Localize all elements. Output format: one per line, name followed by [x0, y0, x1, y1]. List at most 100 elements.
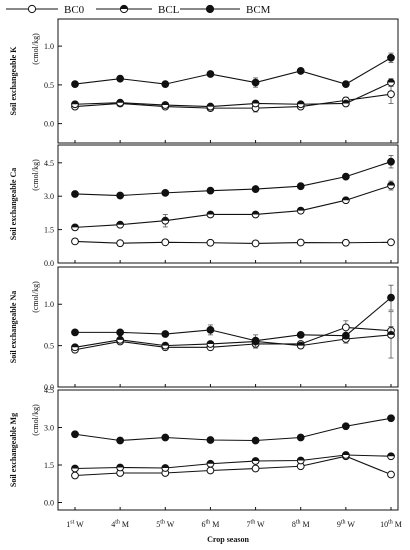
marker-filled — [206, 436, 215, 444]
data-point — [251, 78, 260, 87]
series-bc0 — [71, 237, 395, 248]
data-point — [206, 210, 215, 219]
data-point — [387, 157, 395, 166]
data-point — [116, 239, 125, 248]
marker-filled — [206, 70, 215, 78]
panel-frame — [57, 266, 399, 388]
data-point — [116, 436, 125, 445]
marker-half-fill — [161, 342, 169, 346]
marker-half-fill — [252, 100, 259, 104]
data-point — [71, 343, 79, 352]
marker-filled — [71, 80, 79, 88]
series-line — [74, 454, 392, 470]
marker-open — [341, 238, 350, 247]
legend-label-bc0: BC0 — [64, 4, 85, 16]
marker-open — [161, 238, 170, 247]
legend-label-bcl: BCL — [158, 4, 180, 16]
series-line — [74, 240, 392, 244]
marker-filled — [296, 182, 305, 191]
panel-frame — [57, 389, 399, 511]
data-point — [341, 451, 350, 459]
data-point — [251, 336, 260, 345]
marker-open — [116, 239, 125, 248]
legend-label-bcm: BCM — [246, 4, 271, 16]
marker-filled — [205, 4, 215, 14]
data-point — [341, 323, 350, 332]
data-point — [71, 471, 79, 480]
data-point — [296, 456, 305, 465]
data-point — [206, 466, 215, 475]
data-point — [206, 340, 215, 348]
legend: BC0 BCL BCM — [6, 4, 271, 16]
y-tick-label: 0.0 — [44, 383, 54, 392]
data-point — [341, 422, 350, 431]
marker-open — [251, 464, 260, 473]
marker-filled — [161, 80, 170, 88]
series-bcm — [71, 155, 395, 200]
marker-half-fill — [71, 343, 79, 348]
series-bcm — [71, 52, 395, 88]
marker-filled — [206, 325, 215, 334]
marker-half-fill — [297, 100, 305, 105]
y-tick-label: 1.0 — [44, 300, 54, 309]
x-axis: 1st W 4th M 5th W 6th M 7th W 8th M 9th W 10th … — [66, 520, 402, 545]
data-point — [296, 238, 305, 247]
marker-filled — [71, 328, 79, 337]
marker-open — [387, 90, 395, 99]
marker-open — [341, 323, 350, 332]
marker-open — [387, 238, 395, 247]
data-point — [251, 464, 260, 473]
data-point — [116, 98, 125, 107]
marker-half-fill — [297, 457, 305, 461]
data-point — [161, 341, 170, 350]
data-point — [251, 99, 260, 108]
data-point — [296, 206, 305, 215]
data-point — [341, 331, 350, 340]
data-point — [161, 188, 170, 197]
data-point — [206, 186, 215, 195]
x-tick-label: 9th W — [337, 520, 356, 530]
data-point — [161, 101, 170, 109]
series-line — [74, 82, 392, 108]
marker-filled — [296, 433, 305, 442]
data-point — [251, 185, 260, 193]
y-tick-label: 3.0 — [44, 424, 54, 433]
data-point — [161, 216, 170, 225]
data-point — [71, 80, 79, 88]
data-point — [116, 328, 125, 337]
y-tick-label: 0.0 — [44, 120, 54, 129]
panel-ca: 0.0 1.5 3.0 4.5 Soil exchangeable Ca (cmol/kg… — [9, 144, 399, 268]
marker-half-fill — [387, 331, 395, 335]
data-point — [251, 239, 260, 248]
y-axis-unit: (cmol/kg) — [31, 404, 40, 436]
y-axis-label: Soil exchangeable Mg — [9, 413, 18, 487]
data-point — [387, 470, 395, 479]
marker-filled — [116, 74, 125, 83]
series-line — [75, 297, 392, 342]
y-tick-label: 0.0 — [44, 259, 54, 268]
data-point — [161, 330, 170, 338]
marker-filled — [387, 53, 395, 62]
series-line — [74, 334, 392, 348]
marker-half-fill — [116, 221, 124, 225]
marker-half-fill — [116, 464, 124, 468]
data-point — [71, 464, 79, 473]
data-point — [387, 330, 395, 339]
marker-filled — [387, 414, 395, 423]
data-point — [206, 325, 215, 334]
panel-na: 0.0 0.5 1.0 Soil exchangeable Na (cmol/kg) — [9, 266, 399, 392]
legend-item-bc0: BC0 — [6, 4, 85, 16]
data-point — [206, 70, 215, 78]
marker-filled — [251, 336, 260, 345]
data-point — [387, 78, 395, 87]
y-axis-unit: (cmol/kg) — [31, 281, 40, 313]
series-line — [74, 93, 392, 109]
marker-open — [387, 470, 395, 479]
marker-filled — [341, 172, 350, 181]
marker-open — [251, 239, 260, 248]
data-point — [116, 335, 125, 344]
marker-filled — [71, 430, 79, 439]
data-point — [296, 100, 305, 109]
legend-item-bcl: BCL — [96, 4, 180, 16]
